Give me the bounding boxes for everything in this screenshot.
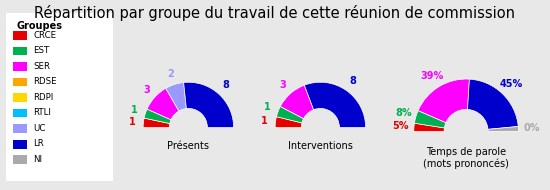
Text: Présents: Présents (167, 141, 210, 151)
Bar (13, 93, 27, 102)
Wedge shape (277, 106, 304, 123)
Bar (13, 155, 27, 164)
Text: 8: 8 (223, 80, 230, 90)
Circle shape (444, 109, 488, 153)
Text: 0%: 0% (523, 123, 540, 133)
Text: CRCE: CRCE (34, 31, 57, 40)
FancyBboxPatch shape (1, 7, 117, 187)
Text: SER: SER (34, 62, 51, 71)
Wedge shape (147, 88, 179, 120)
Text: 2: 2 (168, 69, 174, 79)
Text: LR: LR (34, 139, 44, 148)
Text: Répartition par groupe du travail de cette réunion de commission: Répartition par groupe du travail de cet… (35, 5, 515, 21)
Wedge shape (280, 85, 314, 119)
Text: RDSE: RDSE (34, 77, 57, 86)
Bar (13, 78, 27, 86)
Wedge shape (144, 109, 171, 124)
Circle shape (169, 108, 207, 146)
Text: Temps de parole
(mots prononcés): Temps de parole (mots prononcés) (423, 147, 509, 169)
Bar (13, 124, 27, 133)
Wedge shape (418, 79, 469, 123)
Circle shape (301, 108, 339, 146)
Wedge shape (275, 117, 302, 127)
Bar (13, 47, 27, 55)
Wedge shape (184, 82, 234, 127)
Text: RTLI: RTLI (34, 108, 51, 117)
Text: 8: 8 (349, 76, 356, 86)
Wedge shape (415, 111, 446, 128)
Text: 1: 1 (261, 116, 268, 126)
Text: RDPI: RDPI (34, 93, 54, 102)
Text: 1: 1 (129, 117, 135, 127)
Text: 1: 1 (131, 105, 138, 115)
Text: 5%: 5% (393, 121, 409, 131)
Wedge shape (166, 82, 186, 111)
Text: 1: 1 (264, 102, 271, 112)
Text: 8%: 8% (395, 108, 411, 118)
Text: 39%: 39% (420, 71, 443, 81)
Wedge shape (304, 82, 366, 127)
Bar (13, 109, 27, 117)
Wedge shape (468, 79, 518, 129)
Text: 3: 3 (279, 80, 286, 90)
Text: EST: EST (34, 46, 50, 55)
Text: 45%: 45% (500, 79, 523, 89)
Bar (13, 62, 27, 71)
Wedge shape (488, 127, 519, 131)
Text: UC: UC (34, 124, 46, 133)
Text: Interventions: Interventions (288, 141, 353, 151)
Text: NI: NI (34, 155, 42, 164)
Wedge shape (414, 123, 444, 131)
Bar (13, 140, 27, 149)
Text: 3: 3 (143, 85, 150, 95)
Bar (13, 31, 27, 40)
Wedge shape (143, 118, 170, 127)
Text: Groupes: Groupes (16, 21, 62, 31)
